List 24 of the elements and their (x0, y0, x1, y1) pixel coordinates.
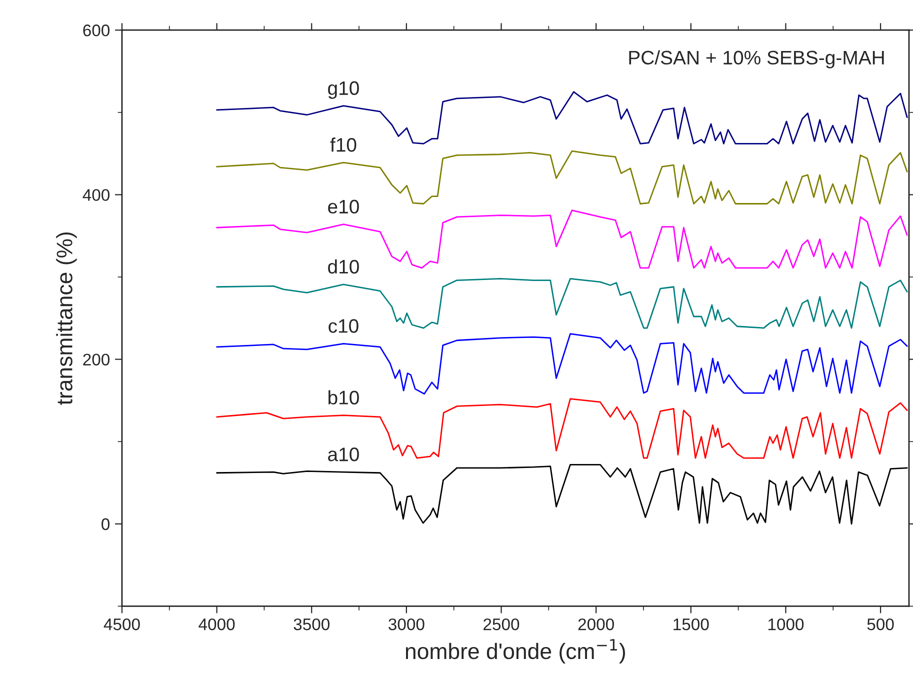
x-tick-label: 1500 (674, 618, 709, 630)
x-tick-label: 1000 (768, 618, 804, 630)
series-label: g10 (328, 81, 359, 99)
x-tick-label: 2500 (484, 618, 520, 630)
x-tick-label: 500 (867, 618, 894, 630)
series-label: a10 (328, 447, 359, 462)
y-axis-title: transmittance (%) (56, 232, 77, 405)
line-series (216, 464, 908, 525)
y-tick-label: 200 (83, 354, 110, 366)
x-axis-title: nombre d'onde (cm$^{−1}$) (406, 639, 626, 664)
x-tick-label: 4500 (104, 618, 140, 630)
series-label: d10 (328, 259, 359, 274)
x-tick-label: 3000 (388, 618, 424, 630)
x-tick-label: 4000 (198, 618, 235, 630)
y-tick-label: 0 (102, 518, 110, 530)
series-label: c10 (328, 319, 358, 333)
series-label: e10 (328, 200, 359, 214)
x-tick-label: 3500 (294, 618, 330, 630)
series-label: f10 (330, 138, 356, 152)
x-tick-label: 2000 (578, 618, 614, 630)
text: PC/SAN + 10% SEBS-g-MAH (629, 50, 884, 68)
y-tick-label: 600 (83, 24, 110, 36)
series-label: b10 (328, 390, 359, 404)
y-tick-label: 400 (82, 189, 110, 201)
